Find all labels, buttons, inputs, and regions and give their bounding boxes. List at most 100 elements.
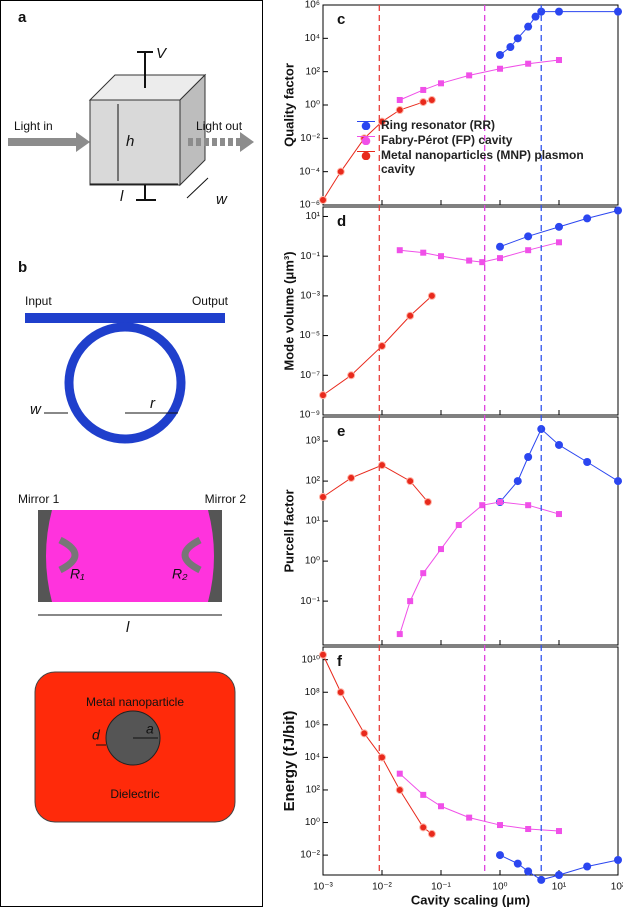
dielectric-label: Dielectric — [110, 787, 159, 801]
marker — [537, 7, 546, 16]
marker — [319, 195, 327, 204]
marker — [455, 521, 462, 528]
legend-marker — [357, 136, 375, 145]
series — [496, 425, 622, 507]
marker — [466, 72, 473, 79]
marker — [396, 770, 403, 777]
y-tick-label: 10² — [306, 476, 321, 487]
marker — [466, 814, 473, 821]
marker — [423, 498, 432, 507]
marker — [524, 232, 533, 241]
marker — [496, 242, 504, 251]
marker — [419, 98, 428, 107]
marker — [336, 688, 345, 697]
y-tick-label: 10⁻⁵ — [299, 330, 320, 341]
y-tick-label: 10⁴ — [305, 33, 320, 44]
marker — [438, 253, 444, 260]
marker — [438, 546, 444, 553]
x-axis-label: Cavity scaling (μm) — [411, 892, 530, 907]
x-tick-label: 10² — [611, 882, 623, 893]
width-arrow — [186, 177, 209, 199]
legend-label: Ring resonator (RR) — [381, 118, 495, 132]
y-axis-label: Purcell factor — [281, 489, 296, 572]
y-tick-label: 10² — [306, 785, 321, 796]
legend-entry: Metal nanoparticles (MNP) plasmon cavity — [355, 148, 595, 176]
marker — [395, 785, 404, 794]
marker — [347, 473, 356, 482]
x-tick-label: 10⁻³ — [313, 882, 333, 893]
series-line — [322, 295, 433, 396]
series — [396, 499, 562, 638]
marker — [396, 96, 403, 103]
x-tick-label: 10⁰ — [492, 882, 507, 893]
marker — [420, 791, 427, 798]
marker — [524, 867, 533, 876]
marker — [419, 823, 428, 832]
marker — [531, 12, 540, 21]
output-label: Output — [192, 294, 229, 308]
series-line — [399, 59, 560, 101]
marker — [614, 477, 622, 486]
marker — [427, 291, 436, 300]
marker — [438, 803, 444, 810]
light-out-label: Light out — [196, 119, 243, 133]
marker — [396, 247, 403, 254]
arrow-head — [76, 132, 90, 152]
reflection-arrow — [181, 536, 202, 574]
x-tick-label: 10¹ — [552, 882, 567, 893]
ring — [64, 322, 186, 444]
marker — [524, 22, 533, 31]
height-label: h — [126, 133, 134, 150]
panel-label: f — [337, 653, 343, 670]
y-tick-label: 10⁶ — [305, 719, 320, 730]
y-axis-label: Mode volume (μm³) — [281, 251, 296, 370]
marker — [496, 851, 504, 860]
marker — [513, 477, 522, 486]
legend-marker — [357, 121, 375, 130]
legend-label: Fabry-Pérot (FP) cavity — [381, 133, 513, 147]
panel-label: e — [337, 423, 345, 440]
series-line — [399, 773, 560, 832]
marker — [319, 650, 327, 659]
panel-label: c — [337, 11, 345, 28]
marker — [513, 34, 522, 43]
mirror — [38, 510, 52, 602]
marker — [583, 862, 592, 871]
marker — [614, 856, 622, 865]
marker — [319, 493, 327, 502]
mirror-label: Mirror 1 — [18, 492, 60, 506]
marker — [407, 598, 414, 605]
series — [396, 770, 562, 835]
width-label: w — [216, 191, 228, 208]
marker — [378, 341, 386, 350]
marker — [556, 57, 562, 64]
plot-frame — [322, 416, 619, 646]
series — [496, 206, 622, 251]
y-axis-label: Energy (fJ/bit) — [281, 711, 298, 812]
legend: Ring resonator (RR) Fabry-Pérot (FP) cavi… — [355, 118, 595, 177]
x-tick-label: 10⁻² — [372, 882, 392, 893]
marker — [427, 829, 436, 838]
marker — [406, 311, 415, 320]
y-tick-label: 10⁰ — [305, 100, 320, 111]
panel-label: b — [18, 259, 27, 276]
marker — [396, 631, 403, 638]
y-tick-label: 10⁻⁹ — [299, 410, 320, 421]
waveguide — [25, 313, 225, 323]
marker — [420, 86, 427, 93]
marker — [496, 51, 504, 59]
series — [496, 7, 622, 59]
legend-label: Metal nanoparticles (MNP) plasmon cavity — [381, 148, 584, 176]
marker — [525, 502, 532, 509]
series-line — [499, 11, 618, 56]
series — [319, 650, 436, 838]
length-label: l — [120, 188, 124, 205]
y-tick-label: 10⁻⁷ — [300, 370, 320, 381]
panel-label: d — [337, 213, 346, 230]
light-in-label: Light in — [14, 119, 53, 133]
x-tick-label: 10⁻¹ — [431, 882, 451, 893]
voltage-label: V — [156, 45, 168, 62]
input-label: Input — [25, 294, 52, 308]
y-tick-label: 10⁰ — [305, 556, 320, 567]
marker — [406, 477, 415, 486]
